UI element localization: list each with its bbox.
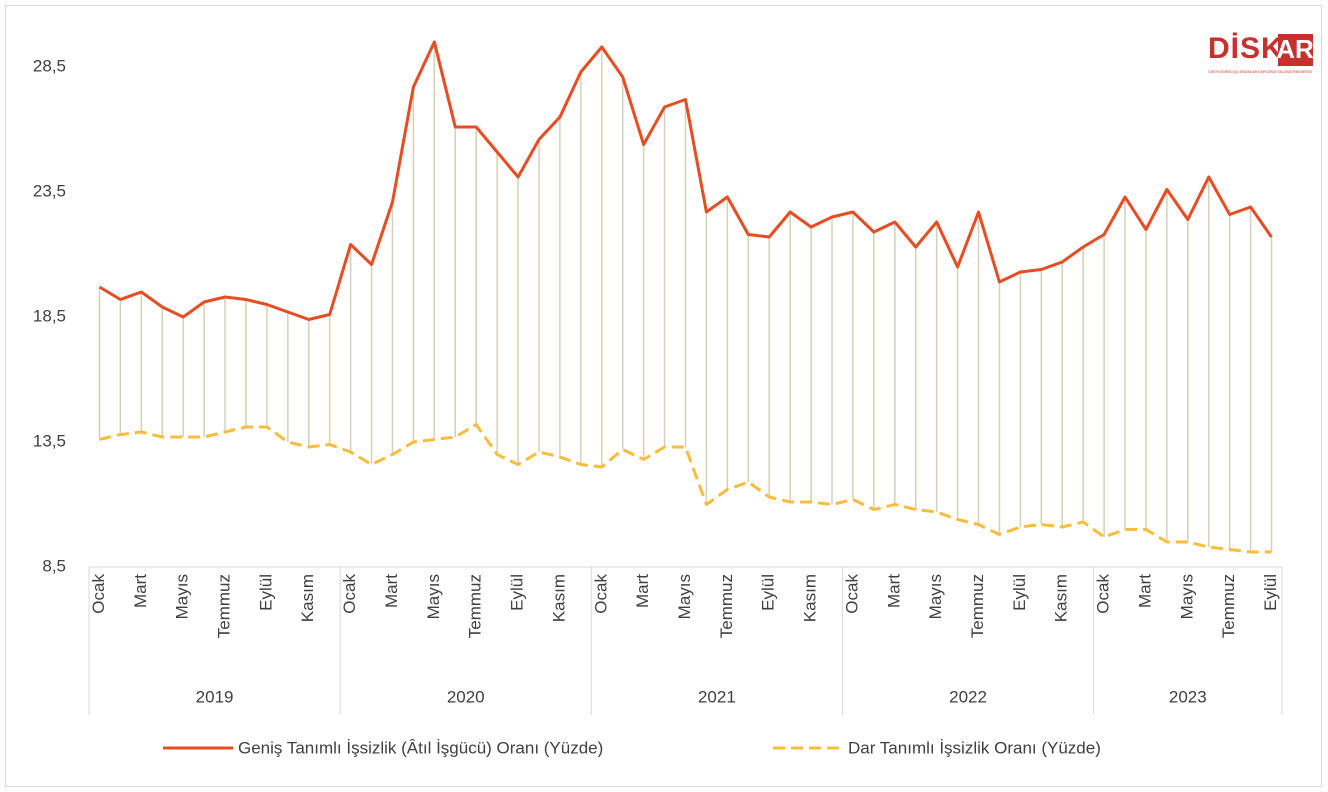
x-tick-label: Temmuz — [466, 574, 485, 638]
chart-border — [5, 5, 1322, 787]
x-tick-label: Kasım — [1052, 574, 1071, 622]
x-tick-label: Eylül — [256, 574, 275, 611]
logo-tagline: TÜRKİYE DEVRİMCİ İŞÇİ SENDİKALARI KONFED… — [1208, 69, 1312, 74]
x-tick-label: Mart — [382, 574, 401, 608]
y-tick-label: 28,5 — [33, 56, 66, 75]
group-label: 2022 — [949, 687, 987, 706]
x-tick-label: Kasım — [801, 574, 820, 622]
x-tick-label: Ocak — [1094, 574, 1113, 614]
x-tick-label: Kasım — [549, 574, 568, 622]
y-tick-label: 18,5 — [33, 306, 66, 325]
x-tick-label: Ocak — [340, 574, 359, 614]
legend-label: Geniş Tanımlı İşsizlik (Âtıl İşgücü) Ora… — [238, 738, 603, 757]
group-label: 2020 — [447, 687, 485, 706]
group-label: 2023 — [1169, 687, 1207, 706]
x-tick-label: Mart — [633, 574, 652, 608]
x-tick-label: Ocak — [89, 574, 108, 614]
y-tick-label: 13,5 — [33, 431, 66, 450]
x-tick-label: Eylül — [508, 574, 527, 611]
x-tick-label: Mayıs — [926, 574, 945, 619]
legend-label: Dar Tanımlı İşsizlik Oranı (Yüzde) — [848, 738, 1101, 757]
x-tick-label: Mayıs — [173, 574, 192, 619]
x-tick-label: Mayıs — [424, 574, 443, 619]
x-tick-label: Ocak — [842, 574, 861, 614]
x-tick-label: Eylül — [1010, 574, 1029, 611]
y-tick-label: 8,5 — [42, 556, 66, 575]
x-tick-label: Mayıs — [1177, 574, 1196, 619]
y-tick-label: 23,5 — [33, 181, 66, 200]
logo-text: DİSK — [1208, 32, 1284, 65]
group-label: 2021 — [698, 687, 736, 706]
x-tick-label: Temmuz — [717, 574, 736, 638]
logo-box — [1278, 34, 1313, 66]
x-tick-label: Mart — [1135, 574, 1154, 608]
x-tick-label: Mart — [884, 574, 903, 608]
x-tick-label: Temmuz — [1219, 574, 1238, 638]
series-line — [98, 40, 1273, 321]
series-line — [99, 423, 1272, 554]
x-tick-label: Ocak — [591, 574, 610, 614]
x-tick-label: Kasım — [298, 574, 317, 622]
x-tick-label: Eylül — [759, 574, 778, 611]
group-label: 2019 — [196, 687, 234, 706]
x-tick-label: Temmuz — [968, 574, 987, 638]
x-tick-label: Mart — [131, 574, 150, 608]
x-tick-label: Mayıs — [675, 574, 694, 619]
logo-accent: AR — [1276, 34, 1314, 64]
x-tick-label: Temmuz — [215, 574, 234, 638]
x-tick-label: Eylül — [1261, 574, 1280, 611]
